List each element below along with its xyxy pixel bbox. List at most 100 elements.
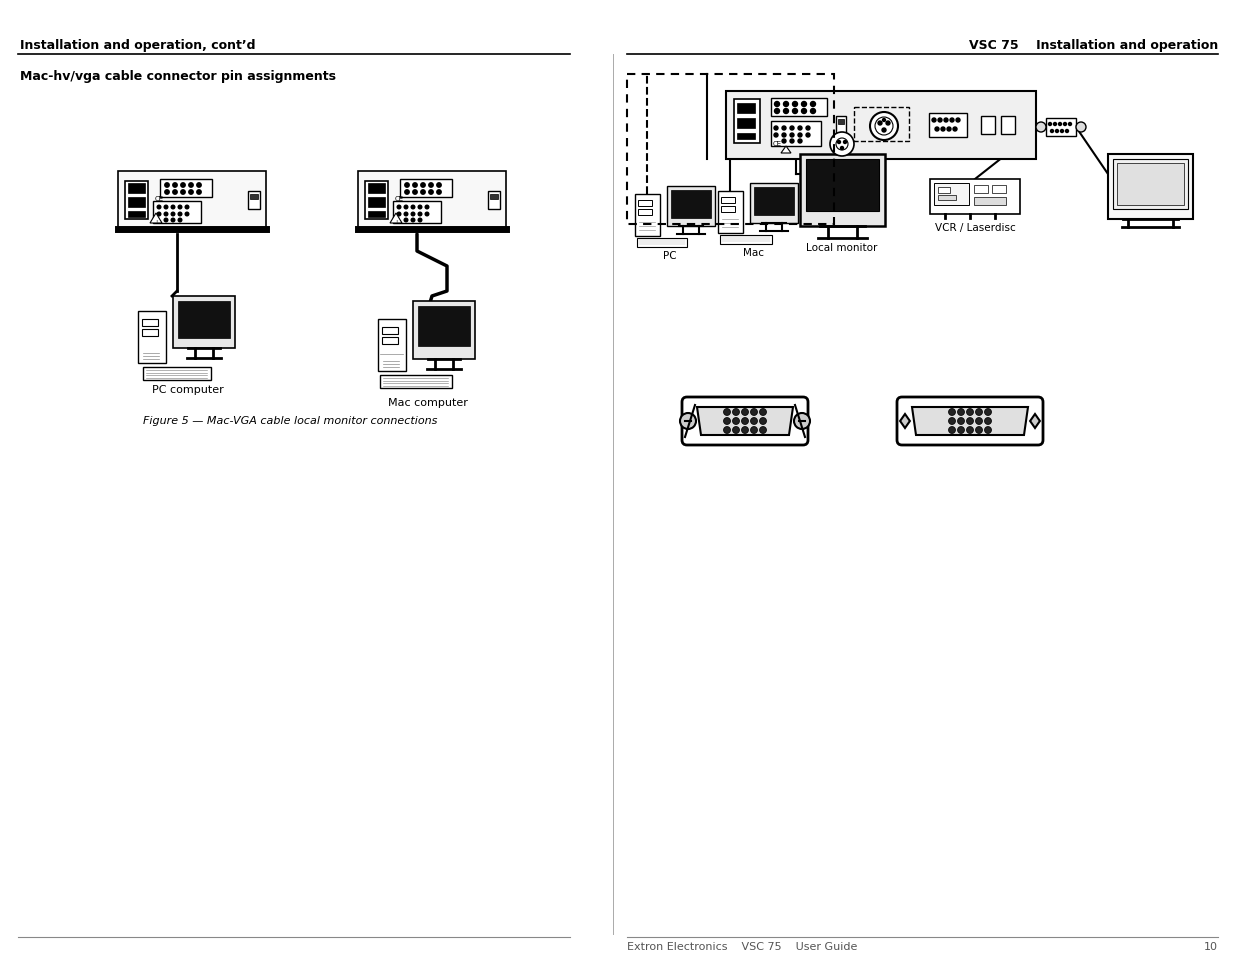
FancyBboxPatch shape (929, 113, 967, 138)
FancyBboxPatch shape (992, 186, 1007, 193)
FancyBboxPatch shape (934, 184, 969, 206)
Text: !: ! (395, 219, 398, 224)
Circle shape (806, 127, 810, 131)
FancyBboxPatch shape (368, 184, 385, 193)
FancyBboxPatch shape (718, 192, 743, 233)
Circle shape (425, 206, 429, 210)
FancyBboxPatch shape (667, 187, 715, 227)
FancyBboxPatch shape (488, 192, 500, 210)
Circle shape (774, 133, 778, 138)
FancyBboxPatch shape (771, 99, 827, 117)
FancyBboxPatch shape (393, 202, 441, 224)
Circle shape (976, 409, 983, 416)
Circle shape (741, 427, 748, 434)
Circle shape (798, 140, 802, 144)
Circle shape (196, 191, 201, 195)
FancyBboxPatch shape (358, 172, 506, 230)
FancyBboxPatch shape (119, 172, 266, 230)
FancyBboxPatch shape (161, 180, 212, 198)
FancyBboxPatch shape (1002, 117, 1015, 135)
Circle shape (411, 213, 415, 216)
Circle shape (984, 427, 992, 434)
Text: PC: PC (663, 251, 677, 261)
Text: Installation and operation, cont’d: Installation and operation, cont’d (20, 39, 256, 52)
Circle shape (967, 427, 973, 434)
Circle shape (841, 148, 844, 151)
Circle shape (976, 427, 983, 434)
FancyBboxPatch shape (637, 239, 687, 248)
Circle shape (164, 213, 168, 216)
Circle shape (950, 119, 953, 123)
FancyBboxPatch shape (378, 319, 406, 372)
FancyBboxPatch shape (737, 133, 755, 140)
Circle shape (798, 127, 802, 131)
FancyBboxPatch shape (153, 202, 201, 224)
Circle shape (180, 191, 185, 195)
FancyBboxPatch shape (142, 319, 158, 327)
Circle shape (172, 206, 175, 210)
Text: Extron Electronics    VSC 75    User Guide: Extron Electronics VSC 75 User Guide (627, 941, 857, 951)
FancyBboxPatch shape (806, 160, 879, 212)
FancyBboxPatch shape (368, 212, 385, 218)
FancyBboxPatch shape (1113, 160, 1188, 210)
Circle shape (782, 133, 785, 138)
FancyBboxPatch shape (173, 296, 235, 349)
Circle shape (782, 140, 785, 144)
Circle shape (404, 219, 408, 223)
Circle shape (760, 409, 767, 416)
Circle shape (956, 119, 960, 123)
Text: Mac computer: Mac computer (388, 397, 468, 408)
Circle shape (1076, 123, 1086, 132)
FancyBboxPatch shape (671, 191, 711, 219)
Circle shape (732, 409, 740, 416)
Circle shape (885, 122, 890, 126)
Circle shape (1061, 131, 1063, 133)
Circle shape (178, 206, 182, 210)
Circle shape (173, 191, 177, 195)
Circle shape (732, 427, 740, 434)
Circle shape (783, 110, 788, 114)
Circle shape (419, 219, 422, 223)
Text: Local monitor: Local monitor (806, 243, 878, 253)
FancyBboxPatch shape (382, 337, 398, 345)
Text: Mac-hv/vga cable connector pin assignments: Mac-hv/vga cable connector pin assignmen… (20, 70, 336, 83)
Circle shape (196, 184, 201, 188)
Circle shape (810, 102, 815, 108)
Circle shape (790, 133, 794, 138)
Circle shape (967, 409, 973, 416)
FancyBboxPatch shape (750, 184, 798, 224)
FancyBboxPatch shape (721, 198, 735, 204)
Circle shape (751, 409, 757, 416)
Circle shape (398, 206, 401, 210)
Circle shape (941, 128, 945, 132)
Circle shape (185, 213, 189, 216)
Circle shape (802, 110, 806, 114)
FancyBboxPatch shape (638, 201, 652, 207)
FancyBboxPatch shape (638, 210, 652, 215)
Circle shape (173, 184, 177, 188)
FancyBboxPatch shape (380, 375, 452, 389)
Text: Mac: Mac (742, 248, 763, 257)
Circle shape (429, 191, 433, 195)
Circle shape (732, 418, 740, 425)
Circle shape (878, 122, 882, 126)
Polygon shape (697, 408, 793, 436)
Circle shape (774, 110, 779, 114)
Circle shape (411, 206, 415, 210)
Polygon shape (911, 408, 1028, 436)
Circle shape (948, 427, 956, 434)
Text: Figure 5 — Mac-VGA cable local monitor connections: Figure 5 — Mac-VGA cable local monitor c… (143, 416, 437, 426)
Circle shape (189, 191, 193, 195)
Circle shape (957, 418, 965, 425)
FancyBboxPatch shape (142, 330, 158, 336)
Circle shape (837, 141, 841, 144)
Circle shape (419, 206, 422, 210)
FancyBboxPatch shape (635, 194, 659, 236)
Circle shape (774, 102, 779, 108)
Circle shape (180, 184, 185, 188)
Circle shape (164, 191, 169, 195)
FancyBboxPatch shape (800, 154, 885, 227)
Circle shape (1068, 123, 1072, 127)
Circle shape (411, 219, 415, 223)
Polygon shape (390, 213, 403, 224)
